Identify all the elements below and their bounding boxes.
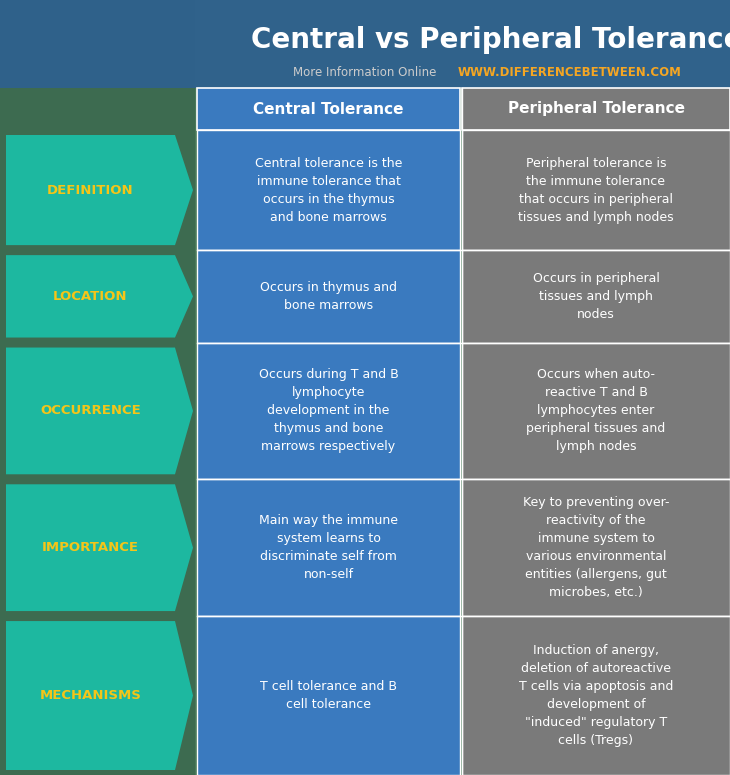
Text: More Information Online: More Information Online (293, 66, 437, 78)
FancyBboxPatch shape (197, 130, 460, 250)
FancyBboxPatch shape (197, 479, 460, 616)
FancyBboxPatch shape (197, 88, 460, 130)
Polygon shape (6, 255, 193, 338)
FancyBboxPatch shape (462, 250, 730, 343)
Polygon shape (6, 484, 193, 611)
FancyBboxPatch shape (197, 616, 460, 775)
Text: Main way the immune
system learns to
discriminate self from
non-self: Main way the immune system learns to dis… (259, 514, 398, 581)
FancyBboxPatch shape (0, 0, 195, 775)
Text: Occurs during T and B
lymphocyte
development in the
thymus and bone
marrows resp: Occurs during T and B lymphocyte develop… (258, 368, 399, 453)
Text: IMPORTANCE: IMPORTANCE (42, 541, 139, 554)
FancyBboxPatch shape (462, 616, 730, 775)
FancyBboxPatch shape (197, 250, 460, 343)
Text: Peripheral Tolerance: Peripheral Tolerance (507, 102, 685, 116)
FancyBboxPatch shape (0, 0, 730, 88)
Polygon shape (6, 347, 193, 474)
FancyBboxPatch shape (197, 343, 460, 479)
Text: Occurs when auto-
reactive T and B
lymphocytes enter
peripheral tissues and
lymp: Occurs when auto- reactive T and B lymph… (526, 368, 666, 453)
Text: Central vs Peripheral Tolerance: Central vs Peripheral Tolerance (250, 26, 730, 53)
Text: Induction of anergy,
deletion of autoreactive
T cells via apoptosis and
developm: Induction of anergy, deletion of autorea… (519, 644, 673, 747)
FancyBboxPatch shape (195, 0, 730, 775)
Text: Occurs in thymus and
bone marrows: Occurs in thymus and bone marrows (260, 281, 397, 312)
Text: Occurs in peripheral
tissues and lymph
nodes: Occurs in peripheral tissues and lymph n… (533, 272, 659, 321)
Text: OCCURRENCE: OCCURRENCE (40, 405, 141, 418)
Text: LOCATION: LOCATION (53, 290, 128, 303)
Polygon shape (6, 135, 193, 245)
Text: WWW.DIFFERENCEBETWEEN.COM: WWW.DIFFERENCEBETWEEN.COM (458, 66, 681, 78)
Text: T cell tolerance and B
cell tolerance: T cell tolerance and B cell tolerance (260, 680, 397, 711)
Text: Central tolerance is the
immune tolerance that
occurs in the thymus
and bone mar: Central tolerance is the immune toleranc… (255, 157, 402, 223)
Text: Peripheral tolerance is
the immune tolerance
that occurs in peripheral
tissues a: Peripheral tolerance is the immune toler… (518, 157, 674, 223)
FancyBboxPatch shape (462, 343, 730, 479)
Text: MECHANISMS: MECHANISMS (39, 689, 142, 702)
FancyBboxPatch shape (462, 88, 730, 130)
Text: Central Tolerance: Central Tolerance (253, 102, 404, 116)
Text: Key to preventing over-
reactivity of the
immune system to
various environmental: Key to preventing over- reactivity of th… (523, 496, 669, 599)
FancyBboxPatch shape (462, 479, 730, 616)
Text: DEFINITION: DEFINITION (47, 184, 134, 197)
Polygon shape (6, 621, 193, 770)
FancyBboxPatch shape (462, 130, 730, 250)
